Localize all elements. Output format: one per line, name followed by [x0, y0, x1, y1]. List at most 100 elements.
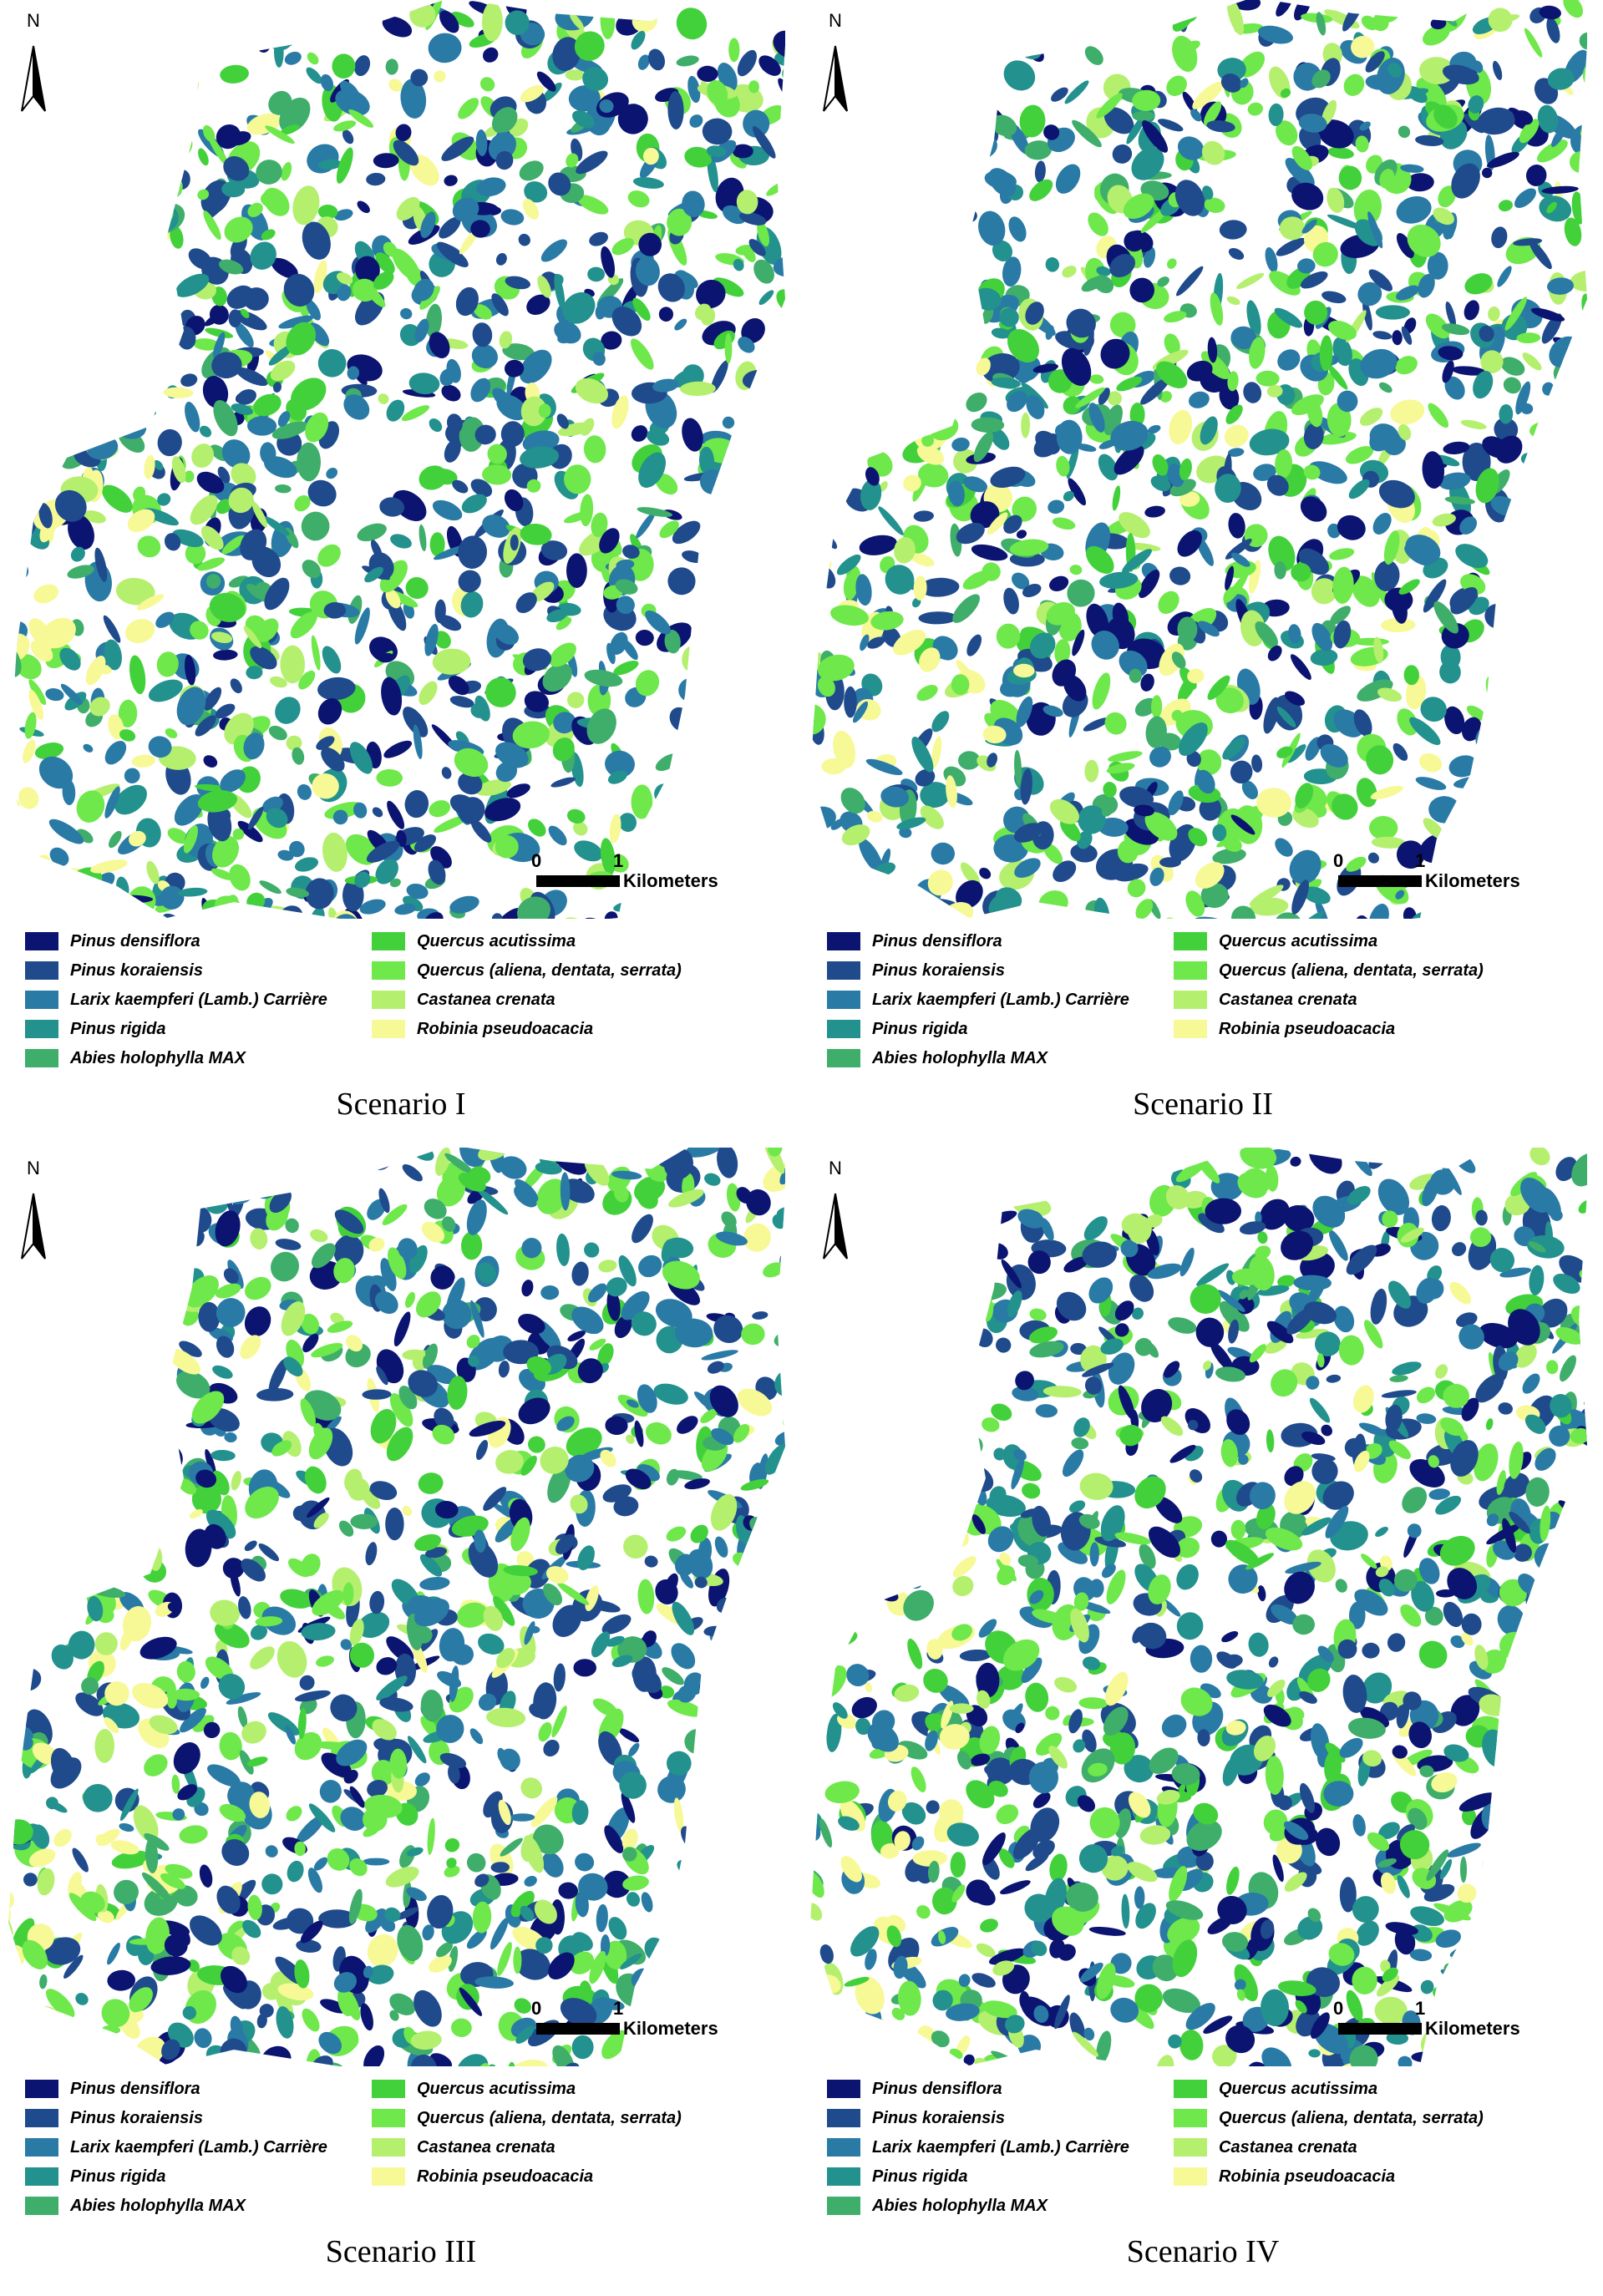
legend-item: Quercus acutissima [1174, 929, 1377, 954]
scenario-caption: Scenario II [1133, 1087, 1273, 1122]
legend-item: Pinus rigida [25, 2164, 165, 2189]
legend-swatch [1174, 1020, 1207, 1038]
legend-swatch [827, 961, 860, 980]
legend-label: Castanea crenata [1219, 2137, 1357, 2157]
legend-label: Robinia pseudoacacia [417, 1019, 594, 1038]
legend-label: Pinus rigida [872, 1019, 968, 1038]
legend-swatch [25, 961, 58, 980]
legend-swatch [1174, 2109, 1207, 2127]
scale-bar: 0 1 Kilometers [526, 850, 727, 900]
legend-swatch [1174, 961, 1207, 980]
legend-item: Robinia pseudoacacia [372, 1016, 593, 1042]
legend-swatch [1174, 2080, 1207, 2098]
legend-swatch [372, 2167, 405, 2186]
legend-item: Castanea crenata [372, 987, 555, 1012]
legend-item: Pinus densiflora [827, 929, 1002, 954]
legend-item: Larix kaempferi (Lamb.) Carrière [25, 2135, 327, 2160]
legend-label: Quercus acutissima [1219, 2079, 1378, 2098]
legend-swatch [372, 2138, 405, 2157]
scenario-caption: Scenario IV [1126, 2234, 1280, 2269]
legend-item: Pinus koraiensis [827, 2106, 1005, 2131]
scale-zero: 0 [531, 850, 542, 871]
legend-item: Quercus (aliena, dentata, serrata) [1174, 2106, 1484, 2131]
legend-label: Quercus acutissima [417, 2079, 576, 2098]
forest-species-map [8, 0, 785, 919]
legend-swatch [827, 2167, 860, 2186]
legend-swatch [1174, 991, 1207, 1009]
scale-bar: 0 1 Kilometers [526, 1998, 727, 2048]
scale-zero: 0 [1333, 850, 1344, 871]
legend-label: Abies holophylla MAX [70, 2196, 246, 2215]
legend-label: Pinus koraiensis [70, 2108, 203, 2127]
north-label: N [27, 10, 40, 31]
legend: Pinus densiflora Pinus koraiensis Larix ka… [25, 929, 777, 1071]
legend-swatch [827, 1020, 860, 1038]
legend-swatch [827, 2138, 860, 2157]
legend-item: Castanea crenata [372, 2135, 555, 2160]
scale-bar: 0 1 Kilometers [1328, 850, 1529, 900]
legend-label: Abies holophylla MAX [872, 2196, 1048, 2215]
legend-swatch [372, 2080, 405, 2098]
legend-item: Pinus rigida [827, 1016, 967, 1042]
legend-label: Pinus koraiensis [872, 960, 1005, 980]
legend-item: Robinia pseudoacacia [1174, 2164, 1395, 2189]
legend-item: Abies holophylla MAX [25, 1046, 246, 1071]
legend-item: Robinia pseudoacacia [372, 2164, 593, 2189]
map-panel-1: N 0 1 Kilometers Pinus densiflora Pinus korai… [0, 0, 802, 1148]
legend-item: Quercus acutissima [372, 2076, 576, 2101]
legend-swatch [25, 991, 58, 1009]
legend-label: Robinia pseudoacacia [1219, 2167, 1396, 2186]
legend-label: Quercus (aliena, dentata, serrata) [417, 2108, 682, 2127]
legend-item: Castanea crenata [1174, 2135, 1357, 2160]
scale-bar-graphic [536, 2023, 620, 2035]
legend-swatch [25, 2109, 58, 2127]
legend-item: Pinus rigida [25, 1016, 165, 1042]
legend-swatch [827, 1049, 860, 1067]
north-label: N [829, 1158, 842, 1178]
legend-label: Larix kaempferi (Lamb.) Carrière [70, 990, 327, 1009]
legend-swatch [1174, 932, 1207, 950]
scale-bar-graphic [1338, 875, 1422, 887]
legend-label: Quercus acutissima [417, 931, 576, 950]
legend-item: Abies holophylla MAX [25, 2193, 246, 2218]
legend-swatch [372, 991, 405, 1009]
legend-label: Castanea crenata [1219, 990, 1357, 1009]
north-label: N [829, 10, 842, 31]
legend-label: Pinus rigida [70, 1019, 166, 1038]
legend: Pinus densiflora Pinus koraiensis Larix ka… [827, 929, 1579, 1071]
forest-species-map [8, 1148, 785, 2066]
legend-item: Robinia pseudoacacia [1174, 1016, 1395, 1042]
scale-one: 1 [613, 850, 624, 871]
forest-species-map [810, 0, 1587, 919]
map-panel-2: N 0 1 Kilometers Pinus densiflora Pinus korai… [802, 0, 1603, 1148]
legend-label: Pinus densiflora [872, 2079, 1002, 2098]
legend-label: Abies holophylla MAX [872, 1048, 1048, 1067]
legend-swatch [827, 2197, 860, 2215]
legend-swatch [372, 961, 405, 980]
legend-swatch [25, 932, 58, 950]
legend-item: Pinus koraiensis [827, 958, 1005, 983]
legend-swatch [25, 2080, 58, 2098]
legend-item: Quercus (aliena, dentata, serrata) [372, 958, 682, 983]
legend-swatch [827, 2109, 860, 2127]
scale-unit: Kilometers [623, 2018, 718, 2039]
north-arrow-icon: N [817, 1158, 854, 1260]
legend-swatch [1174, 2167, 1207, 2186]
legend-item: Quercus acutissima [1174, 2076, 1377, 2101]
legend-item: Pinus densiflora [25, 929, 200, 954]
legend-swatch [25, 2197, 58, 2215]
legend-item: Larix kaempferi (Lamb.) Carrière [25, 987, 327, 1012]
legend-swatch [372, 2109, 405, 2127]
legend-item: Castanea crenata [1174, 987, 1357, 1012]
legend-item: Pinus densiflora [827, 2076, 1002, 2101]
legend-label: Pinus densiflora [70, 2079, 200, 2098]
legend-item: Pinus koraiensis [25, 2106, 203, 2131]
legend-label: Quercus acutissima [1219, 931, 1378, 950]
legend-label: Robinia pseudoacacia [1219, 1019, 1396, 1038]
legend-item: Pinus rigida [827, 2164, 967, 2189]
legend-label: Pinus densiflora [70, 931, 200, 950]
legend-label: Robinia pseudoacacia [417, 2167, 594, 2186]
forest-species-map [810, 1148, 1587, 2066]
legend-item: Abies holophylla MAX [827, 2193, 1048, 2218]
scale-unit: Kilometers [623, 870, 718, 891]
